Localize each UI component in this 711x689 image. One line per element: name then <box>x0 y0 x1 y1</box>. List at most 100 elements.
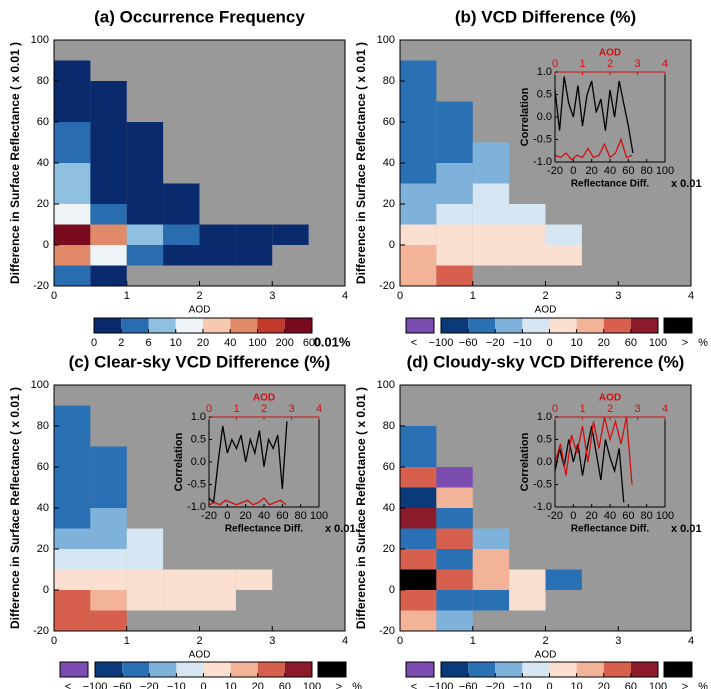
heatmap-cell <box>90 590 127 611</box>
colorbar-tick-label: 20 <box>252 681 264 689</box>
heatmap-cell <box>126 245 164 266</box>
inset-y-tick-label: 1.0 <box>537 411 552 423</box>
inset-y-tick-label: -1.0 <box>533 156 552 168</box>
y-tick-label: -20 <box>379 280 395 292</box>
inset-x-label: Reflectance Diff. <box>225 524 304 535</box>
heatmap-cell <box>199 245 236 266</box>
colorbar-unit: % <box>698 337 708 349</box>
heatmap-cell <box>90 549 127 570</box>
heatmap-cell <box>509 245 546 266</box>
colorbar-swatch <box>230 662 258 677</box>
heatmap-cell <box>436 204 473 225</box>
colorbar-tick-label: 6 <box>145 337 151 349</box>
colorbar-swatch <box>495 318 523 333</box>
heatmap-cell <box>436 224 473 245</box>
heatmap-cell <box>163 245 200 266</box>
colorbar-tick-label: 20 <box>598 681 610 689</box>
colorbar-swatch <box>203 318 231 333</box>
colorbar-tick-label: 600 <box>303 337 321 349</box>
y-tick-label: 100 <box>377 34 395 46</box>
colorbar-tick-label: 0 <box>91 337 97 349</box>
heatmap-cell <box>54 183 91 204</box>
colorbar-tick-label: 0 <box>546 337 552 349</box>
colorbar-over <box>663 317 693 334</box>
inset-y-tick-label: -0.5 <box>187 478 206 490</box>
heatmap-cell <box>235 224 273 245</box>
inset-x-tick-label: 0 <box>570 510 576 522</box>
heatmap-cell <box>54 265 91 286</box>
heatmap-cell <box>436 142 473 163</box>
heatmap-cell <box>400 122 437 143</box>
inset-x2-tick-label: 1 <box>579 58 585 70</box>
inset-x-tick-label: 40 <box>604 510 616 522</box>
heatmap-cell <box>400 163 437 184</box>
inset-y-tick-label: 1.0 <box>537 66 552 78</box>
colorbar-tick-label: 2 <box>118 337 124 349</box>
heatmap-cell <box>436 163 473 184</box>
y-tick-label: 60 <box>383 461 395 473</box>
heatmap-cell <box>400 224 437 245</box>
colorbar-tick-label: 10 <box>571 337 583 349</box>
heatmap-cell <box>54 122 91 143</box>
inset-y-tick-label: 0.0 <box>537 111 552 123</box>
inset-x-tick-label: 80 <box>641 510 653 522</box>
heatmap-cell <box>90 528 127 549</box>
heatmap-cell <box>90 183 127 204</box>
colorbar-swatch <box>630 662 658 677</box>
colorbar-swatch <box>630 318 658 333</box>
colorbar-swatch <box>122 662 150 677</box>
heatmap-cell <box>509 204 546 225</box>
heatmap-cell <box>90 101 127 122</box>
heatmap-cell <box>90 245 127 266</box>
heatmap-cell <box>472 569 510 590</box>
heatmap-cell <box>90 204 127 225</box>
inset-x-unit: x 0.01 <box>325 523 356 535</box>
x-tick-label: 0 <box>51 635 57 647</box>
colorbar-swatch <box>203 662 231 677</box>
heatmap-cell <box>54 569 91 590</box>
x-tick-label: 3 <box>269 635 275 647</box>
inset-line <box>554 425 625 503</box>
heatmap-cell <box>90 163 127 184</box>
inset-x2-tick-label: 4 <box>662 58 668 70</box>
heatmap-cell <box>90 610 127 631</box>
y-axis-label: Difference in Surface Reflectance ( x 0.… <box>8 387 22 629</box>
heatmap-cell <box>54 101 91 122</box>
x-tick-label: 2 <box>196 635 202 647</box>
heatmap-cell <box>90 569 127 590</box>
heatmap-cell <box>90 446 127 467</box>
heatmap-cell <box>400 426 437 447</box>
colorbar-under-label: < <box>65 681 71 689</box>
heatmap-cell <box>54 60 91 81</box>
heatmap-cell <box>54 163 91 184</box>
inset-x2-tick-label: 4 <box>316 403 322 415</box>
colorbar-tick-label: −20 <box>140 681 159 689</box>
colorbar-swatch <box>148 318 176 333</box>
x-tick-label: 3 <box>269 290 275 302</box>
colorbar-under-label: < <box>411 681 417 689</box>
colorbar-swatch <box>284 662 312 677</box>
heatmap-cell <box>400 446 437 467</box>
heatmap-cell <box>545 245 582 266</box>
inset-x-tick-label: -20 <box>201 510 217 522</box>
colorbar-tick-label: −100 <box>429 337 454 349</box>
inset-line <box>554 137 633 161</box>
colorbar-over-label: > <box>682 681 688 689</box>
inset-y-label: Correlation <box>519 432 531 491</box>
heatmap-cell <box>90 487 127 508</box>
heatmap-cell <box>436 508 473 529</box>
inset-x2-tick-label: 3 <box>634 403 640 415</box>
colorbar-swatch <box>522 318 550 333</box>
inset-y-tick-label: -0.5 <box>533 133 552 145</box>
inset-line <box>208 421 288 504</box>
x-tick-label: 0 <box>397 635 403 647</box>
heatmap-cell <box>436 569 473 590</box>
heatmap-cell <box>163 224 200 245</box>
heatmap-cell <box>54 245 91 266</box>
heatmap-cell <box>54 426 91 447</box>
heatmap-cell <box>436 122 473 143</box>
heatmap-cell <box>472 528 510 549</box>
heatmap-cell <box>90 265 127 286</box>
heatmap-cell <box>436 590 473 611</box>
panel-title: (b) VCD Difference (%) <box>455 7 636 26</box>
